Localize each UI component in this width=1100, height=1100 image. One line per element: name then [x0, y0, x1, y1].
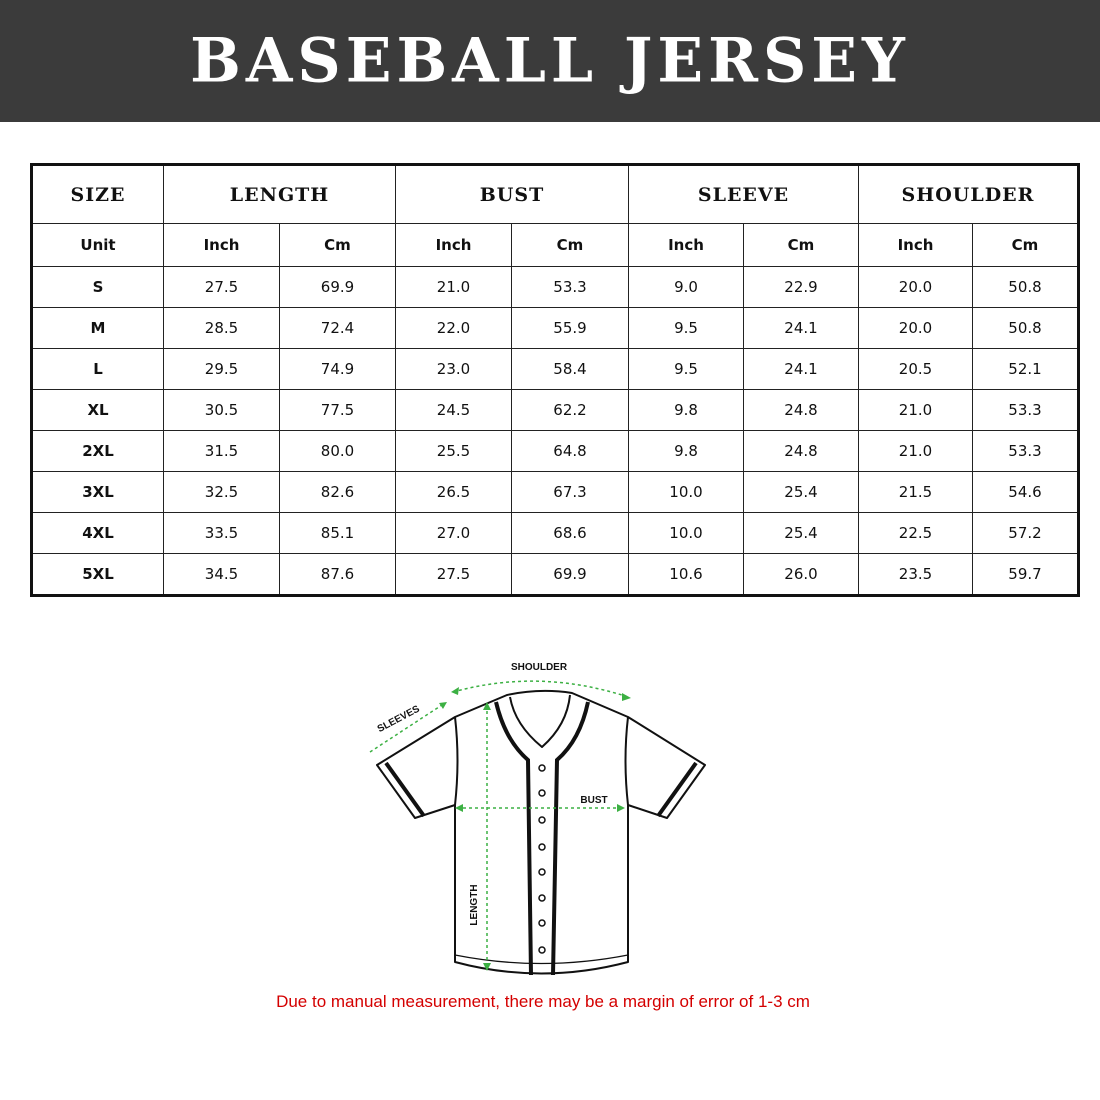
measurement-note: Due to manual measurement, there may be …: [276, 992, 810, 1011]
size-cell: 4XL: [31, 512, 164, 554]
measurement-cell: 24.1: [743, 348, 859, 390]
sleeve-measure-line: [369, 702, 446, 753]
measurement-cell: 82.6: [279, 471, 396, 513]
jersey-outline: [376, 689, 706, 975]
unit-cell: Cm: [972, 223, 1079, 267]
measurement-cell: 21.0: [858, 389, 973, 431]
unit-row: Unit Inch Cm Inch Cm Inch Cm Inch Cm: [31, 223, 1079, 267]
measurement-cell: 24.5: [395, 389, 512, 431]
size-cell: 2XL: [31, 430, 164, 472]
measurement-cell: 54.6: [972, 471, 1079, 513]
measurement-cell: 34.5: [163, 553, 280, 596]
table-row: XL 30.5 77.5 24.5 62.2 9.8 24.8 21.0 53.3: [31, 389, 1079, 431]
measurement-cell: 27.5: [163, 266, 280, 308]
measurement-cell: 9.5: [628, 307, 744, 349]
measurement-cell: 68.6: [511, 512, 629, 554]
size-cell: 5XL: [31, 553, 164, 596]
sleeves-label: SLEEVES: [376, 703, 422, 735]
title-banner: BASEBALL JERSEY: [0, 0, 1100, 122]
measurement-cell: 33.5: [163, 512, 280, 554]
unit-cell: Inch: [163, 223, 280, 267]
measurement-cell: 20.5: [858, 348, 973, 390]
measurement-cell: 69.9: [511, 553, 629, 596]
measurement-cell: 74.9: [279, 348, 396, 390]
table-row: 5XL 34.5 87.6 27.5 69.9 10.6 26.0 23.5 59.7: [31, 553, 1079, 596]
table-row: 2XL 31.5 80.0 25.5 64.8 9.8 24.8 21.0 53.3: [31, 430, 1079, 472]
header-row: SIZE LENGTH BUST SLEEVE SHOULDER: [31, 164, 1079, 224]
measurement-cell: 80.0: [279, 430, 396, 472]
measurement-cell: 26.0: [743, 553, 859, 596]
measurement-cell: 53.3: [511, 266, 629, 308]
measurement-cell: 22.0: [395, 307, 512, 349]
measurement-cell: 10.6: [628, 553, 744, 596]
measurement-cell: 24.1: [743, 307, 859, 349]
table-row: L 29.5 74.9 23.0 58.4 9.5 24.1 20.5 52.1: [31, 348, 1079, 390]
measurement-cell: 55.9: [511, 307, 629, 349]
jersey-buttons: [538, 764, 546, 954]
measurement-cell: 58.4: [511, 348, 629, 390]
unit-cell: Cm: [743, 223, 859, 267]
measurement-cell: 59.7: [972, 553, 1079, 596]
measurement-cell: 25.4: [743, 512, 859, 554]
measurement-cell: 9.5: [628, 348, 744, 390]
unit-cell: Cm: [279, 223, 396, 267]
measurement-cell: 57.2: [972, 512, 1079, 554]
measurement-cell: 9.0: [628, 266, 744, 308]
table-row: 4XL 33.5 85.1 27.0 68.6 10.0 25.4 22.5 57.2: [31, 512, 1079, 554]
bust-label: BUST: [580, 795, 607, 806]
size-cell: 3XL: [31, 471, 164, 513]
unit-cell: Cm: [511, 223, 629, 267]
size-chart-table: SIZE LENGTH BUST SLEEVE SHOULDER Unit Inc…: [30, 163, 1080, 597]
measurement-cell: 72.4: [279, 307, 396, 349]
measurement-cell: 64.8: [511, 430, 629, 472]
measurement-cell: 23.5: [858, 553, 973, 596]
size-cell: M: [31, 307, 164, 349]
measurement-cell: 50.8: [972, 266, 1079, 308]
table-row: M 28.5 72.4 22.0 55.9 9.5 24.1 20.0 50.8: [31, 307, 1079, 349]
shoulder-label: SHOULDER: [511, 662, 568, 673]
page-title: BASEBALL JERSEY: [190, 25, 910, 97]
measurement-cell: 26.5: [395, 471, 512, 513]
measurement-cell: 30.5: [163, 389, 280, 431]
measurement-arrowheads: [439, 687, 631, 971]
measurement-cell: 21.0: [858, 430, 973, 472]
measurement-cell: 28.5: [163, 307, 280, 349]
measurement-lines: [369, 680, 629, 968]
header-shoulder: SHOULDER: [858, 164, 1079, 224]
measurement-cell: 62.2: [511, 389, 629, 431]
table-row: S 27.5 69.9 21.0 53.3 9.0 22.9 20.0 50.8: [31, 266, 1079, 308]
header-size: SIZE: [31, 164, 164, 224]
jersey-stripes: [384, 701, 698, 976]
measurement-cell: 77.5: [279, 389, 396, 431]
length-label: LENGTH: [469, 884, 480, 925]
measurement-cell: 52.1: [972, 348, 1079, 390]
measurement-cell: 29.5: [163, 348, 280, 390]
measurement-cell: 53.3: [972, 430, 1079, 472]
measurement-cell: 10.0: [628, 512, 744, 554]
measurement-cell: 50.8: [972, 307, 1079, 349]
unit-cell: Inch: [858, 223, 973, 267]
measurement-cell: 25.5: [395, 430, 512, 472]
measurement-cell: 27.5: [395, 553, 512, 596]
measurement-cell: 24.8: [743, 430, 859, 472]
